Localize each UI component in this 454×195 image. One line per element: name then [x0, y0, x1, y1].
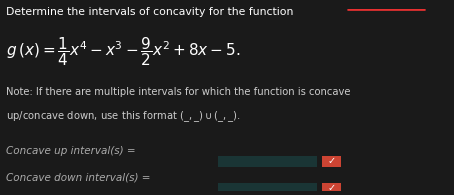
Text: Note: If there are multiple intervals for which the function is concave: Note: If there are multiple intervals fo…	[6, 87, 350, 97]
FancyBboxPatch shape	[322, 183, 340, 193]
FancyBboxPatch shape	[218, 156, 317, 167]
Text: $g\,(x) = \dfrac{1}{4}x^4 - x^3 - \dfrac{9}{2}x^2 + 8x - 5.$: $g\,(x) = \dfrac{1}{4}x^4 - x^3 - \dfrac…	[6, 35, 241, 68]
Text: ✓: ✓	[327, 156, 336, 166]
FancyBboxPatch shape	[322, 156, 340, 167]
Text: Concave down interval(s) =: Concave down interval(s) =	[6, 172, 150, 182]
Text: Concave up interval(s) =: Concave up interval(s) =	[6, 146, 136, 156]
FancyBboxPatch shape	[218, 183, 317, 193]
Text: Determine the intervals of concavity for the function: Determine the intervals of concavity for…	[6, 7, 293, 17]
Text: ✓: ✓	[327, 183, 336, 193]
Text: up/concave down, use this format $\left(\_, \_\right) \cup \left(\_, \_\right)$.: up/concave down, use this format $\left(…	[6, 110, 240, 124]
